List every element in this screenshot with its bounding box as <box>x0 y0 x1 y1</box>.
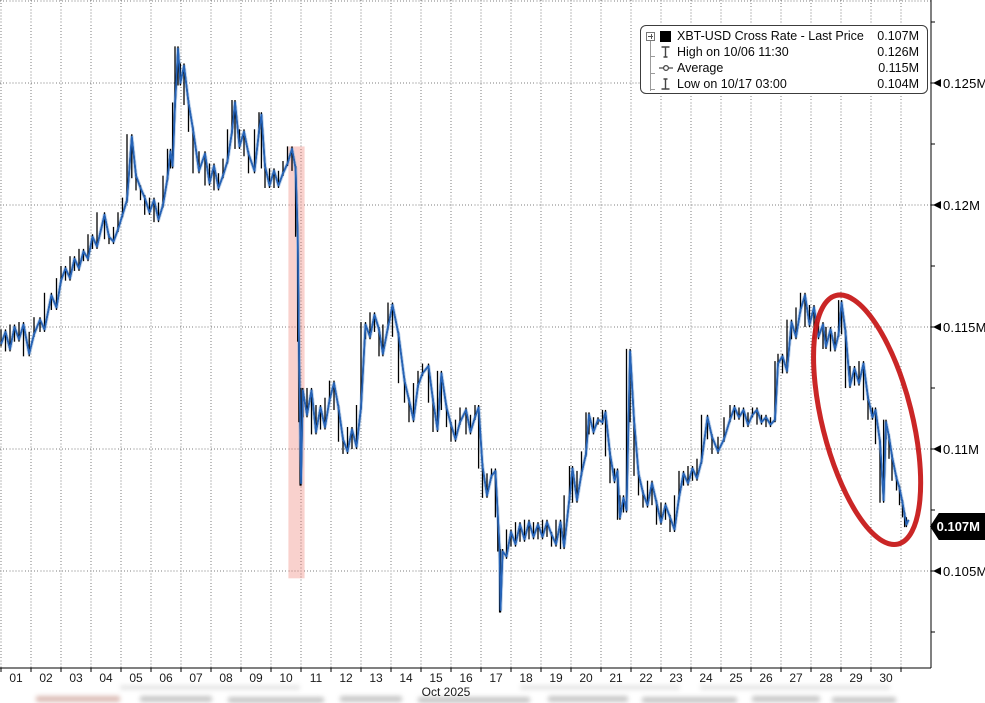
legend-low-value: 0.104M <box>877 77 919 91</box>
y-axis-label-0.115M: 0.115M <box>933 319 985 335</box>
legend-tree-connector <box>650 40 651 91</box>
x-axis-day-label-02: 02 <box>39 671 53 685</box>
x-axis-day-label-17: 17 <box>489 671 503 685</box>
x-axis-day-label-24: 24 <box>699 671 713 685</box>
average-marker-icon <box>658 61 673 75</box>
price-line-outline <box>0 48 910 611</box>
chart-legend[interactable]: XBT-USD Cross Rate - Last Price 0.107M H… <box>640 25 928 94</box>
legend-row-average[interactable]: Average 0.115M <box>646 60 919 76</box>
legend-average-label: Average <box>677 61 724 75</box>
x-axis-day-label-01: 01 <box>9 671 23 685</box>
y-axis-label-0.105M: 0.105M <box>933 563 985 579</box>
tick-arrow-icon <box>933 201 941 209</box>
x-axis-day-label-15: 15 <box>429 671 443 685</box>
x-axis-day-label-28: 28 <box>819 671 833 685</box>
x-axis-day-label-30: 30 <box>879 671 893 685</box>
x-axis-day-label-10: 10 <box>279 671 293 685</box>
x-axis-day-label-16: 16 <box>459 671 473 685</box>
x-axis-day-label-08: 08 <box>219 671 233 685</box>
high-marker-icon <box>658 45 673 59</box>
legend-low-label: Low on 10/17 03:00 <box>677 77 787 91</box>
x-axis-day-label-22: 22 <box>639 671 653 685</box>
legend-average-value: 0.115M <box>878 61 919 75</box>
legend-expander-icon[interactable] <box>646 31 655 41</box>
last-price-line <box>0 47 910 611</box>
legend-row-last-price[interactable]: XBT-USD Cross Rate - Last Price 0.107M <box>646 28 919 44</box>
x-axis-day-label-11: 11 <box>309 671 323 685</box>
y-axis-label-0.12M: 0.12M <box>933 197 980 213</box>
low-marker-icon <box>658 77 673 91</box>
legend-high-value: 0.126M <box>877 45 919 59</box>
x-axis-day-label-07: 07 <box>189 671 203 685</box>
x-axis-day-label-25: 25 <box>729 671 743 685</box>
y-axis-label-0.11M: 0.11M <box>933 441 979 457</box>
legend-series-label: XBT-USD Cross Rate - Last Price <box>677 29 864 43</box>
series-swatch-icon <box>658 29 673 43</box>
y-axis-label-0.125M: 0.125M <box>933 75 985 91</box>
x-axis-day-label-29: 29 <box>849 671 863 685</box>
x-axis-day-label-14: 14 <box>399 671 413 685</box>
x-axis-day-label-12: 12 <box>339 671 353 685</box>
x-axis-day-label-05: 05 <box>129 671 143 685</box>
tick-arrow-icon <box>933 323 941 331</box>
x-axis-day-label-20: 20 <box>579 671 593 685</box>
decline-circle-annotation <box>811 292 924 547</box>
x-axis-day-label-18: 18 <box>519 671 533 685</box>
x-axis-day-label-06: 06 <box>159 671 173 685</box>
x-axis-month-label: Oct 2025 <box>421 685 471 699</box>
tick-arrow-icon <box>933 567 941 575</box>
x-axis-day-label-27: 27 <box>789 671 803 685</box>
x-axis-day-label-21: 21 <box>609 671 623 685</box>
x-axis-day-label-23: 23 <box>669 671 683 685</box>
price-line-glow <box>0 47 911 612</box>
last-price-tag-label: 0.107M <box>936 519 980 534</box>
tick-arrow-icon <box>933 445 941 453</box>
axes <box>0 0 937 672</box>
x-axis-day-label-13: 13 <box>369 671 383 685</box>
legend-high-label: High on 10/06 11:30 <box>677 45 789 59</box>
x-axis-day-label-19: 19 <box>549 671 563 685</box>
ohlc-bars <box>0 46 908 613</box>
x-axis-day-label-26: 26 <box>759 671 773 685</box>
tick-arrow-icon <box>933 79 941 87</box>
legend-series-value: 0.107M <box>877 29 919 43</box>
x-axis-day-label-09: 09 <box>249 671 263 685</box>
last-price-tag: 0.107M <box>930 513 985 540</box>
x-axis-day-label-03: 03 <box>69 671 83 685</box>
x-axis-day-label-04: 04 <box>99 671 113 685</box>
legend-row-low[interactable]: Low on 10/17 03:00 0.104M <box>646 76 919 92</box>
legend-row-high[interactable]: High on 10/06 11:30 0.126M <box>646 44 919 60</box>
